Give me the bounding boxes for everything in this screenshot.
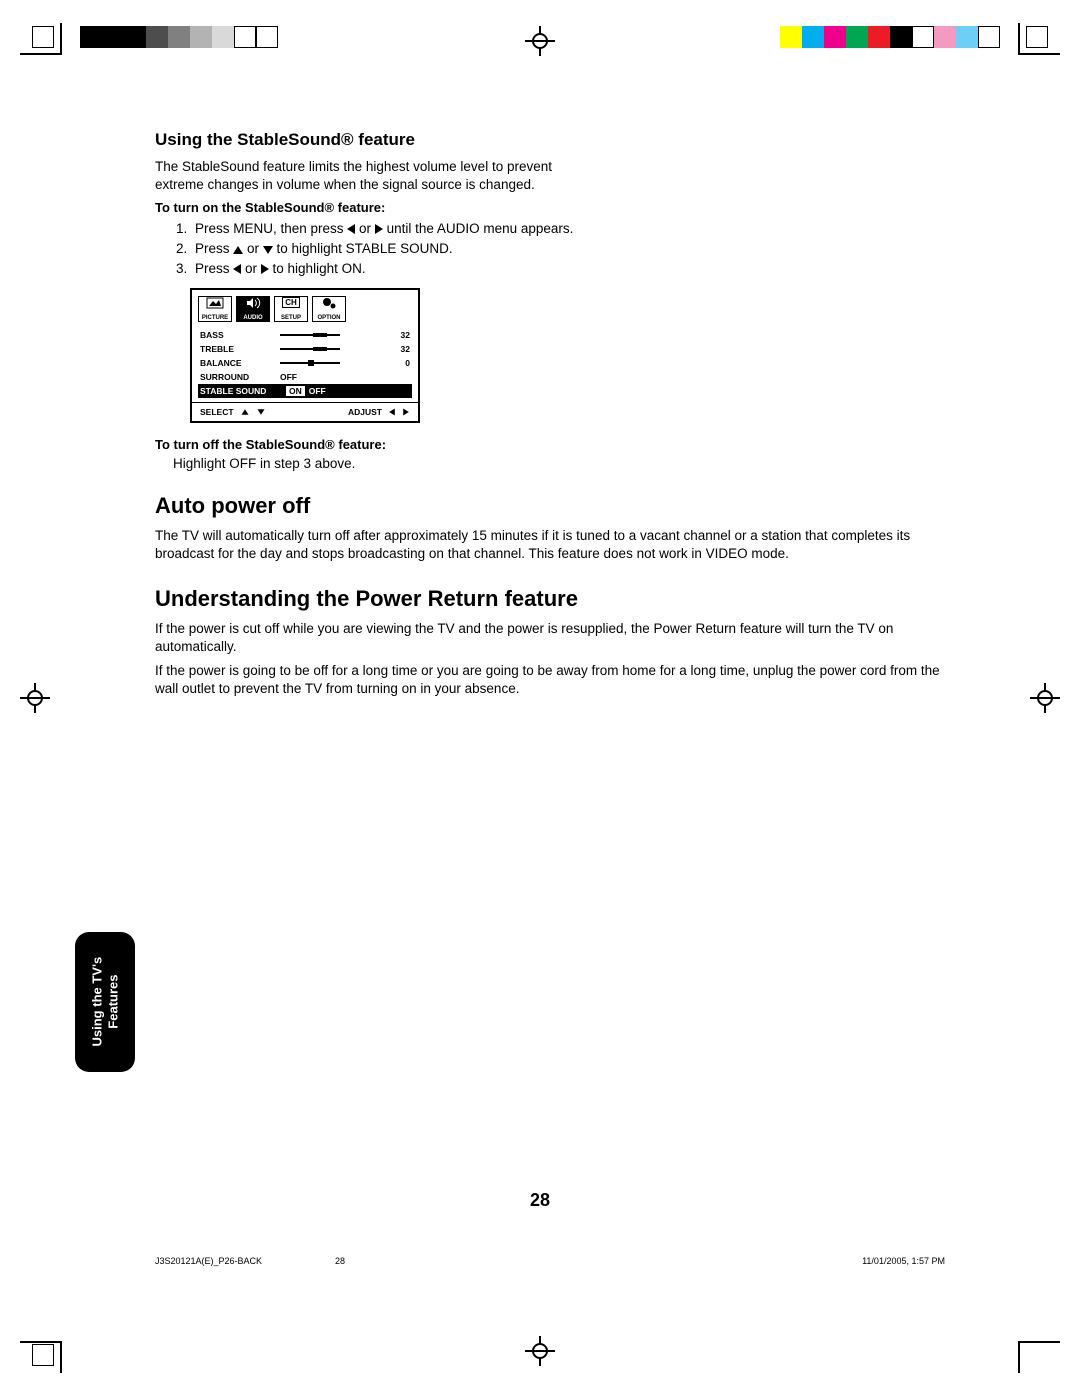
right-arrow-icon bbox=[375, 224, 383, 234]
option-icon bbox=[320, 297, 338, 309]
turnon-steps: Press MENU, then press or until the AUDI… bbox=[191, 219, 945, 278]
left-arrow-icon bbox=[233, 264, 241, 274]
turnoff-label: To turn off the StableSound® feature: bbox=[155, 437, 945, 452]
crop-box-bl bbox=[32, 1344, 54, 1366]
picture-icon bbox=[206, 297, 224, 309]
content-area: Using the StableSound® feature The Stabl… bbox=[155, 130, 945, 704]
osd-row-label: TREBLE bbox=[200, 344, 280, 354]
footer-page: 28 bbox=[335, 1256, 345, 1266]
left-arrow-icon bbox=[389, 409, 395, 416]
autopoweroff-body: The TV will automatically turn off after… bbox=[155, 527, 945, 563]
up-arrow-icon bbox=[241, 409, 248, 415]
osd-row-treble: TREBLE 32 bbox=[200, 342, 410, 356]
footer-timestamp: 11/01/2005, 1:57 PM bbox=[862, 1256, 945, 1266]
osd-row-surround: SURROUND OFF bbox=[200, 370, 410, 384]
osd-row-value: OFF bbox=[280, 372, 297, 382]
cropmark bbox=[1018, 1343, 1020, 1373]
osd-tab-picture: PICTURE bbox=[198, 296, 232, 322]
registration-colorbar bbox=[780, 26, 1000, 48]
cropmark bbox=[60, 1343, 62, 1373]
ch-icon: CH bbox=[282, 297, 300, 308]
registration-mark-icon bbox=[1030, 683, 1060, 713]
cropmark bbox=[60, 23, 62, 53]
turnon-label: To turn on the StableSound® feature: bbox=[155, 200, 945, 215]
print-footer: J3S20121A(E)_P26-BACK 28 11/01/2005, 1:5… bbox=[155, 1256, 945, 1266]
osd-footer: SELECT ADJUST bbox=[192, 402, 418, 421]
section-heading-autopoweroff: Auto power off bbox=[155, 493, 945, 519]
osd-menu-illustration: PICTURE AUDIO CH SETUP OPTION BASS bbox=[190, 288, 420, 423]
left-arrow-icon bbox=[347, 224, 355, 234]
page-number: 28 bbox=[0, 1190, 1080, 1211]
osd-row-balance: BALANCE 0 bbox=[200, 356, 410, 370]
right-arrow-icon bbox=[403, 409, 409, 416]
turnoff-body: Highlight OFF in step 3 above. bbox=[173, 456, 945, 471]
up-arrow-icon bbox=[233, 246, 243, 254]
registration-mark-icon bbox=[20, 683, 50, 713]
osd-footer-select: SELECT bbox=[200, 407, 234, 417]
registration-mark-icon bbox=[525, 1336, 555, 1366]
osd-tabs: PICTURE AUDIO CH SETUP OPTION bbox=[192, 290, 418, 324]
step-3: Press or to highlight ON. bbox=[191, 259, 945, 279]
osd-row-value: 32 bbox=[390, 344, 410, 354]
powerreturn-body1: If the power is cut off while you are vi… bbox=[155, 620, 945, 656]
osd-toggle-off: OFF bbox=[309, 386, 326, 396]
powerreturn-body2: If the power is going to be off for a lo… bbox=[155, 662, 945, 698]
osd-footer-adjust: ADJUST bbox=[348, 407, 382, 417]
osd-tab-setup: CH SETUP bbox=[274, 296, 308, 322]
section-heading-stablesound: Using the StableSound® feature bbox=[155, 130, 945, 150]
osd-tab-label: AUDIO bbox=[243, 315, 262, 321]
step-1: Press MENU, then press or until the AUDI… bbox=[191, 219, 945, 239]
footer-filename: J3S20121A(E)_P26-BACK bbox=[155, 1256, 262, 1266]
osd-row-label: BALANCE bbox=[200, 358, 280, 368]
page: Using the StableSound® feature The Stabl… bbox=[0, 0, 1080, 1396]
osd-row-value: 0 bbox=[390, 358, 410, 368]
osd-row-bass: BASS 32 bbox=[200, 328, 410, 342]
audio-icon bbox=[244, 297, 262, 309]
osd-toggle-on: ON bbox=[286, 386, 305, 396]
osd-tab-label: SETUP bbox=[281, 315, 301, 321]
cropmark bbox=[20, 1341, 62, 1343]
osd-tab-label: OPTION bbox=[317, 315, 340, 321]
crop-box-tr bbox=[1026, 26, 1048, 48]
osd-row-label: STABLE SOUND bbox=[200, 386, 282, 396]
registration-mark-icon bbox=[525, 26, 555, 56]
side-tab-line2: Features bbox=[105, 975, 120, 1029]
down-arrow-icon bbox=[263, 246, 273, 254]
right-arrow-icon bbox=[261, 264, 269, 274]
step-2: Press or to highlight STABLE SOUND. bbox=[191, 239, 945, 259]
cropmark bbox=[1018, 1341, 1060, 1343]
cropmark bbox=[20, 53, 62, 55]
osd-tab-audio: AUDIO bbox=[236, 296, 270, 322]
osd-tab-label: PICTURE bbox=[202, 315, 228, 321]
down-arrow-icon bbox=[257, 409, 264, 415]
osd-row-value: 32 bbox=[390, 330, 410, 340]
cropmark bbox=[1018, 23, 1020, 53]
osd-body: BASS 32 TREBLE 32 BALANCE 0 SURROUND OFF bbox=[192, 324, 418, 402]
stablesound-intro: The StableSound feature limits the highe… bbox=[155, 158, 585, 194]
osd-row-label: SURROUND bbox=[200, 372, 280, 382]
section-heading-powerreturn: Understanding the Power Return feature bbox=[155, 586, 945, 612]
side-tab-label: Using the TV's Features bbox=[89, 957, 120, 1047]
side-tab: Using the TV's Features bbox=[75, 932, 135, 1072]
crop-box-tl bbox=[32, 26, 54, 48]
registration-grayscale bbox=[80, 26, 278, 48]
osd-row-stablesound: STABLE SOUND ON OFF bbox=[198, 384, 412, 398]
osd-row-label: BASS bbox=[200, 330, 280, 340]
cropmark bbox=[1018, 53, 1060, 55]
side-tab-line1: Using the TV's bbox=[89, 957, 104, 1047]
osd-tab-option: OPTION bbox=[312, 296, 346, 322]
